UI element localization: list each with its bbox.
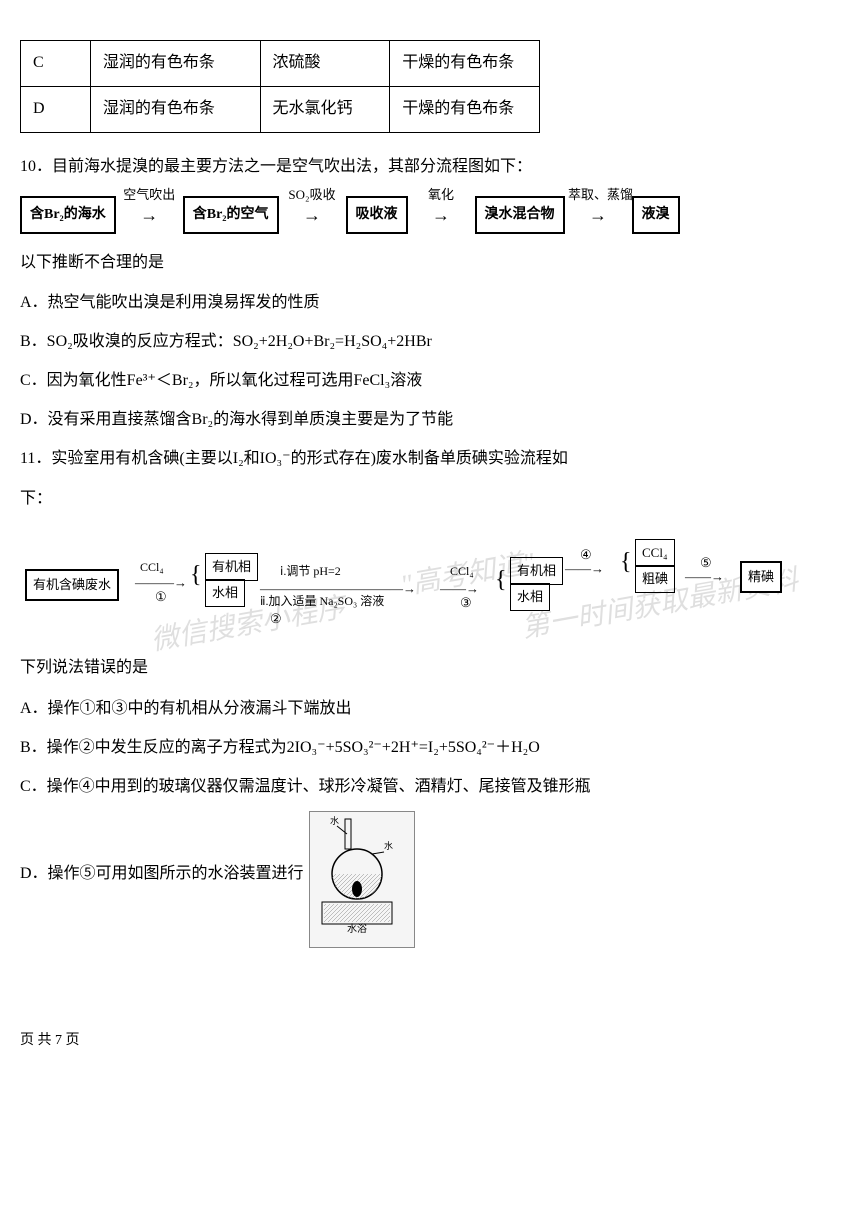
d2-step5: ⑤ xyxy=(700,551,712,574)
d2-ccl4-out: CCl₄ xyxy=(635,539,675,566)
cell: 无水氯化钙 xyxy=(260,86,390,132)
brace-icon: { xyxy=(190,554,202,597)
q10-substem: 以下推断不合理的是 xyxy=(20,249,840,278)
water-out-label: 水 xyxy=(384,840,393,851)
d2-water: 水相 xyxy=(205,579,245,606)
d2-crude: 粗碘 xyxy=(635,565,675,592)
flow-arrow-2: SO₂吸收 xyxy=(282,199,342,231)
flow-arrow-1: 空气吹出 xyxy=(119,199,179,231)
page-footer: 页 共 7 页 xyxy=(20,1028,840,1053)
d2-step4: ④ xyxy=(580,543,592,566)
d2-organic2: 有机相 xyxy=(510,557,563,584)
cell: 浓硫酸 xyxy=(260,41,390,87)
q11-stem-text2: 下： xyxy=(20,485,840,514)
flow-label-4: 萃取、蒸馏 xyxy=(568,183,628,206)
q11-substem: 下列说法错误的是 xyxy=(20,654,840,683)
d2-step3: ③ xyxy=(460,591,472,614)
d2-organic: 有机相 xyxy=(205,553,258,580)
q11-flow-diagram: 有机含碘废水 CCl₄ ———→ ① { 有机相 水相 ———————————→… xyxy=(20,529,840,639)
d2-step1: ① xyxy=(155,585,167,608)
flow-label-1: 空气吹出 xyxy=(119,183,179,206)
q11-option-c: C．操作④中用到的玻璃仪器仅需温度计、球形冷凝管、酒精灯、尾接管及锥形瓶 xyxy=(20,773,840,802)
table-row: D 湿润的有色布条 无水氯化钙 干燥的有色布条 xyxy=(21,86,540,132)
cell: 湿润的有色布条 xyxy=(90,41,260,87)
q10-number: 10． xyxy=(20,158,52,175)
d2-start: 有机含碘废水 xyxy=(25,569,119,600)
cell: 干燥的有色布条 xyxy=(390,41,540,87)
flow-box-3: 吸收液 xyxy=(346,196,408,233)
q10-option-d: D．没有采用直接蒸馏含Br₂的海水得到单质溴主要是为了节能 xyxy=(20,406,840,435)
q11-option-a: A．操作①和③中的有机相从分液漏斗下端放出 xyxy=(20,695,840,724)
cell: D xyxy=(21,86,91,132)
brace-icon: { xyxy=(620,541,632,584)
q10-stem-text: 目前海水提溴的最主要方法之一是空气吹出法，其部分流程图如下： xyxy=(52,158,532,175)
q10-option-a: A．热空气能吹出溴是利用溴易挥发的性质 xyxy=(20,289,840,318)
d2-water2: 水相 xyxy=(510,583,550,610)
q11-stem-text1: 实验室用有机含碘(主要以I₂和IO₃⁻的形式存在)废水制备单质碘实验流程如 xyxy=(51,450,567,467)
brace-icon: { xyxy=(495,559,507,602)
q10-option-b: B．SO₂吸收溴的反应方程式：SO₂+2H₂O+Br₂=H₂SO₄+2HBr xyxy=(20,328,840,357)
bath-label: 水浴 xyxy=(347,923,367,934)
water-in-label: 水 xyxy=(330,815,339,826)
d2-cond-i: ⅰ.调节 pH=2 xyxy=(280,561,341,583)
cell: C xyxy=(21,41,91,87)
q10-stem: 10．目前海水提溴的最主要方法之一是空气吹出法，其部分流程图如下： xyxy=(20,153,840,182)
q11-number: 11． xyxy=(20,450,51,467)
flow-box-1: 含Br₂的海水 xyxy=(20,196,116,233)
flow-arrow-4: 萃取、蒸馏 xyxy=(568,199,628,231)
flow-box-2: 含Br₂的空气 xyxy=(183,196,279,233)
q11-stem: 11．实验室用有机含碘(主要以I₂和IO₃⁻的形式存在)废水制备单质碘实验流程如 xyxy=(20,445,840,474)
flow-label-3: 氧化 xyxy=(411,183,471,206)
q10-option-c: C．因为氧化性Fe³⁺＜Br₂，所以氧化过程可选用FeCl₃溶液 xyxy=(20,367,840,396)
flow-label-2: SO₂吸收 xyxy=(282,183,342,206)
q11-option-b: B．操作②中发生反应的离子方程式为2IO₃⁻+5SO₃²⁻+2H⁺=I₂+5SO… xyxy=(20,734,840,763)
q11-option-d: D．操作⑤可用如图所示的水浴装置进行 xyxy=(20,860,304,889)
apparatus-diagram: 水 水 水浴 xyxy=(309,811,415,948)
cell: 干燥的有色布条 xyxy=(390,86,540,132)
table-row: C 湿润的有色布条 浓硫酸 干燥的有色布条 xyxy=(21,41,540,87)
flow-box-4: 溴水混合物 xyxy=(475,196,565,233)
options-table: C 湿润的有色布条 浓硫酸 干燥的有色布条 D 湿润的有色布条 无水氯化钙 干燥… xyxy=(20,40,540,133)
q10-flow-diagram: 含Br₂的海水 空气吹出 含Br₂的空气 SO₂吸收 吸收液 氧化 溴水混合物 … xyxy=(20,196,840,233)
flow-box-5: 液溴 xyxy=(632,196,680,233)
d2-step2: ② xyxy=(270,607,282,630)
d2-pure: 精碘 xyxy=(740,561,782,592)
flow-arrow-3: 氧化 xyxy=(411,199,471,231)
cell: 湿润的有色布条 xyxy=(90,86,260,132)
